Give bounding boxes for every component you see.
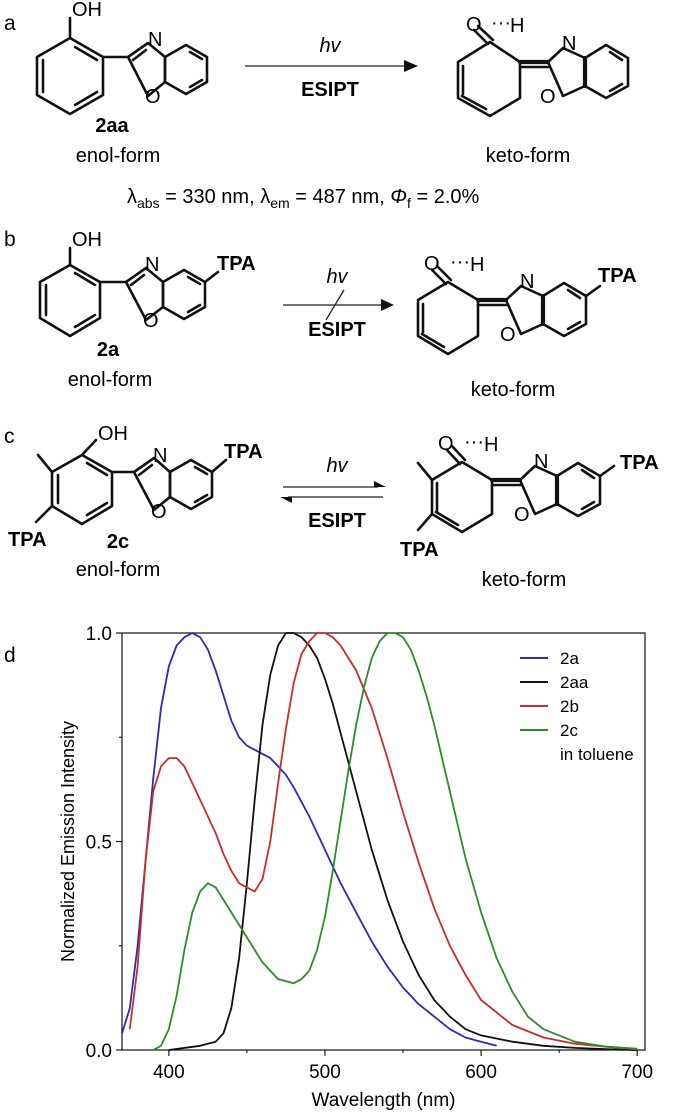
legend-label-2aa: 2aa [560,673,589,692]
svg-text:···: ··· [464,431,484,453]
x-tick-label: 400 [153,1062,185,1083]
legend-label-2c: 2c [560,721,578,740]
emission-chart: 400 500 600 700 0.0 0.5 1.0 Wavelength (nm) Norm… [58,624,653,1111]
panel-b: b OH N O TPA 2a enol-form hv ESIPT [4,228,637,401]
keto-n-label: N [520,271,534,293]
n-atom: N [145,254,159,276]
keto-o-label: O [438,433,454,455]
oh-label: OH [98,423,128,445]
series-line-2a [121,632,497,1047]
enol-structure-2aa: OH N O [35,0,209,116]
x-axis-label: Wavelength (nm) [312,1090,456,1111]
compound-label-2a: 2a [97,339,120,361]
svg-text:···: ··· [450,251,470,273]
keto-o-ring-label: O [540,86,556,108]
enol-structure-2c: OH TPA N O TPA [8,423,263,551]
oh-label: OH [72,229,102,251]
legend-label-2a: 2a [560,649,579,668]
keto-n-label: N [534,451,548,473]
y-tick-label: 1.0 [86,624,112,645]
compound-label-2aa: 2aa [95,115,129,137]
keto-n-label: N [562,33,576,55]
keto-h-label: H [484,434,498,456]
tpa-label: TPA [620,452,659,474]
keto-o-ring-label: O [514,504,530,526]
photophysical-properties: λabs = 330 nm, λem = 487 nm, Φf = 2.0% [127,186,480,211]
tpa-label: TPA [8,529,47,551]
keto-h-label: H [470,254,484,276]
panel-c: c OH TPA N O TPA 2c enol-form [4,423,659,591]
keto-o-label: O [466,14,482,36]
panel-a: a OH N O 2aa enol-form hv ESIPT [4,0,630,211]
series-line-2b [128,632,638,1050]
hv-label: hv [319,35,341,57]
tpa-label: TPA [400,539,439,561]
hv-label: hv [326,266,348,288]
o-atom: O [145,86,161,108]
keto-form-label: keto-form [486,145,570,167]
series-line-2c [152,632,638,1051]
tpa-label: TPA [224,441,263,463]
hv-label: hv [326,455,348,477]
keto-h-label: H [510,15,524,37]
esipt-label: ESIPT [301,79,359,101]
legend-note: in toluene [560,745,634,764]
o-atom: O [143,310,159,332]
enol-form-label: enol-form [76,559,160,581]
oh-label: OH [72,0,102,21]
tpa-label: TPA [217,253,256,275]
tpa-label: TPA [598,265,637,287]
keto-structure-2aa: O ··· H N O [456,12,630,118]
series-line-2aa [168,632,638,1051]
esipt-label: ESIPT [308,510,366,532]
panel-c-letter: c [4,425,15,448]
legend-label-2b: 2b [560,697,579,716]
panel-d-letter: d [4,644,16,667]
x-tick-label: 500 [309,1062,341,1083]
keto-structure-2a: O ··· H N O TPA [416,251,637,356]
x-tick-label: 700 [621,1062,653,1083]
y-tick-label: 0.5 [86,833,112,854]
panel-b-letter: b [4,228,16,251]
n-atom: N [153,445,167,467]
esipt-label: ESIPT [308,319,366,341]
enol-structure-2a: OH N O TPA [38,229,256,338]
keto-structure-2c: O ··· H TPA N O TPA [400,431,659,561]
y-axis-label: Normalized Emission Intensity [58,721,78,962]
keto-o-label: O [424,253,440,275]
plot-frame [121,632,646,1051]
x-tick-label: 600 [465,1062,497,1083]
keto-o-ring-label: O [500,324,516,346]
panel-d: d 400 500 600 700 0.0 0.5 1.0 Wavelength (nm) No… [4,624,653,1111]
enol-form-label: enol-form [76,145,160,167]
n-atom: N [148,29,162,51]
o-atom: O [151,501,167,523]
compound-label-2c: 2c [107,531,129,553]
keto-form-label: keto-form [471,379,555,401]
y-tick-label: 0.0 [86,1041,112,1062]
svg-text:···: ··· [491,12,511,34]
enol-form-label: enol-form [68,369,152,391]
keto-form-label: keto-form [482,569,566,591]
panel-a-letter: a [4,12,16,35]
